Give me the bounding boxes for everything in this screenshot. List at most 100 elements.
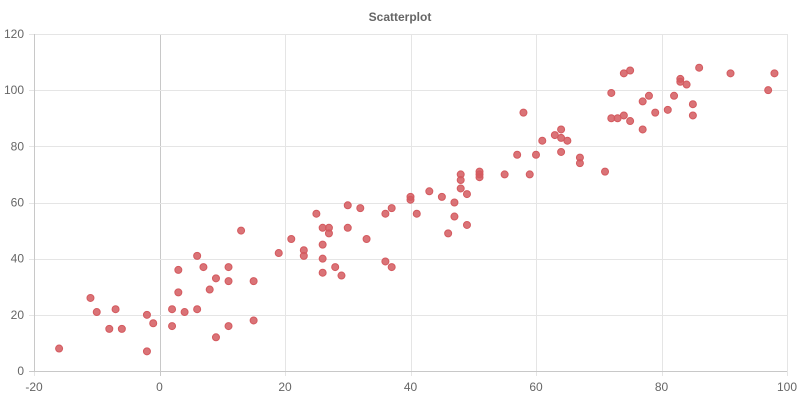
x-tick-label: 0 bbox=[156, 380, 163, 394]
data-point[interactable] bbox=[626, 117, 635, 126]
data-point[interactable] bbox=[607, 88, 616, 97]
data-point[interactable] bbox=[142, 347, 151, 356]
y-tick-label: 60 bbox=[11, 196, 25, 210]
data-point[interactable] bbox=[387, 263, 396, 272]
data-point[interactable] bbox=[117, 324, 126, 333]
data-point[interactable] bbox=[249, 277, 258, 286]
data-point[interactable] bbox=[437, 192, 446, 201]
data-point[interactable] bbox=[601, 167, 610, 176]
data-point[interactable] bbox=[237, 226, 246, 235]
data-point[interactable] bbox=[312, 209, 321, 218]
y-tick-label: 0 bbox=[17, 364, 24, 378]
data-point[interactable] bbox=[168, 305, 177, 314]
data-point[interactable] bbox=[638, 97, 647, 106]
data-point[interactable] bbox=[318, 240, 327, 249]
data-point[interactable] bbox=[211, 274, 220, 283]
data-point[interactable] bbox=[142, 310, 151, 319]
data-point[interactable] bbox=[193, 305, 202, 314]
data-point[interactable] bbox=[644, 91, 653, 100]
data-point[interactable] bbox=[274, 249, 283, 258]
data-point[interactable] bbox=[105, 324, 114, 333]
data-point[interactable] bbox=[450, 198, 459, 207]
data-point[interactable] bbox=[55, 344, 64, 353]
data-point[interactable] bbox=[638, 125, 647, 134]
data-point[interactable] bbox=[324, 229, 333, 238]
data-point[interactable] bbox=[557, 147, 566, 156]
y-tick-label: 40 bbox=[11, 252, 25, 266]
data-point[interactable] bbox=[111, 305, 120, 314]
data-point[interactable] bbox=[619, 111, 628, 120]
data-point[interactable] bbox=[688, 100, 697, 109]
x-tick-label: 80 bbox=[655, 380, 669, 394]
data-point[interactable] bbox=[381, 257, 390, 266]
data-point[interactable] bbox=[224, 263, 233, 272]
data-point[interactable] bbox=[519, 108, 528, 117]
x-tick-label: 60 bbox=[529, 380, 543, 394]
y-tick-label: 120 bbox=[4, 27, 24, 41]
data-point[interactable] bbox=[513, 150, 522, 159]
data-point[interactable] bbox=[538, 136, 547, 145]
data-point[interactable] bbox=[224, 322, 233, 331]
data-point[interactable] bbox=[149, 319, 158, 328]
y-tick-label: 100 bbox=[4, 83, 24, 97]
data-point[interactable] bbox=[86, 293, 95, 302]
data-point[interactable] bbox=[770, 69, 779, 78]
data-point[interactable] bbox=[764, 86, 773, 95]
data-point[interactable] bbox=[299, 251, 308, 260]
data-point[interactable] bbox=[444, 229, 453, 238]
data-point[interactable] bbox=[682, 80, 691, 89]
data-point[interactable] bbox=[287, 235, 296, 244]
data-point[interactable] bbox=[462, 190, 471, 199]
data-point[interactable] bbox=[563, 136, 572, 145]
data-point[interactable] bbox=[525, 170, 534, 179]
x-tick-label: 20 bbox=[278, 380, 292, 394]
data-point[interactable] bbox=[406, 195, 415, 204]
data-point[interactable] bbox=[532, 150, 540, 159]
data-point[interactable] bbox=[331, 263, 340, 272]
data-point[interactable] bbox=[575, 159, 584, 168]
data-point[interactable] bbox=[670, 91, 679, 100]
data-point[interactable] bbox=[224, 277, 233, 286]
data-point[interactable] bbox=[343, 223, 352, 232]
data-point[interactable] bbox=[356, 204, 365, 213]
data-point[interactable] bbox=[193, 251, 202, 260]
data-point[interactable] bbox=[92, 308, 101, 317]
data-point[interactable] bbox=[343, 201, 352, 210]
data-point[interactable] bbox=[211, 333, 220, 342]
data-point[interactable] bbox=[337, 271, 346, 280]
data-point[interactable] bbox=[663, 105, 672, 114]
y-tick-label: 80 bbox=[11, 139, 25, 153]
data-point[interactable] bbox=[475, 173, 484, 182]
data-point[interactable] bbox=[425, 187, 434, 196]
data-point[interactable] bbox=[500, 170, 509, 179]
data-point[interactable] bbox=[174, 288, 183, 297]
data-point[interactable] bbox=[456, 176, 465, 185]
x-tick-label: -20 bbox=[25, 380, 43, 394]
data-point[interactable] bbox=[557, 125, 566, 134]
data-point[interactable] bbox=[381, 209, 390, 218]
y-tick-label: 20 bbox=[11, 308, 25, 322]
data-point[interactable] bbox=[456, 184, 465, 193]
data-point[interactable] bbox=[387, 204, 396, 213]
data-point[interactable] bbox=[318, 268, 327, 277]
data-point[interactable] bbox=[362, 235, 371, 244]
data-point[interactable] bbox=[318, 254, 327, 263]
data-point[interactable] bbox=[205, 285, 214, 294]
data-point[interactable] bbox=[462, 220, 471, 229]
data-point[interactable] bbox=[249, 316, 258, 325]
data-point[interactable] bbox=[168, 322, 177, 331]
data-point[interactable] bbox=[180, 308, 189, 317]
data-point[interactable] bbox=[450, 212, 459, 221]
data-points bbox=[55, 63, 779, 356]
data-point[interactable] bbox=[695, 63, 704, 72]
data-point[interactable] bbox=[412, 209, 421, 218]
data-point[interactable] bbox=[726, 69, 735, 78]
data-point[interactable] bbox=[174, 265, 183, 274]
chart-title: Scatterplot bbox=[369, 10, 432, 24]
data-point[interactable] bbox=[626, 66, 635, 75]
data-point[interactable] bbox=[199, 263, 208, 272]
data-point[interactable] bbox=[651, 108, 660, 117]
data-point[interactable] bbox=[688, 111, 697, 120]
